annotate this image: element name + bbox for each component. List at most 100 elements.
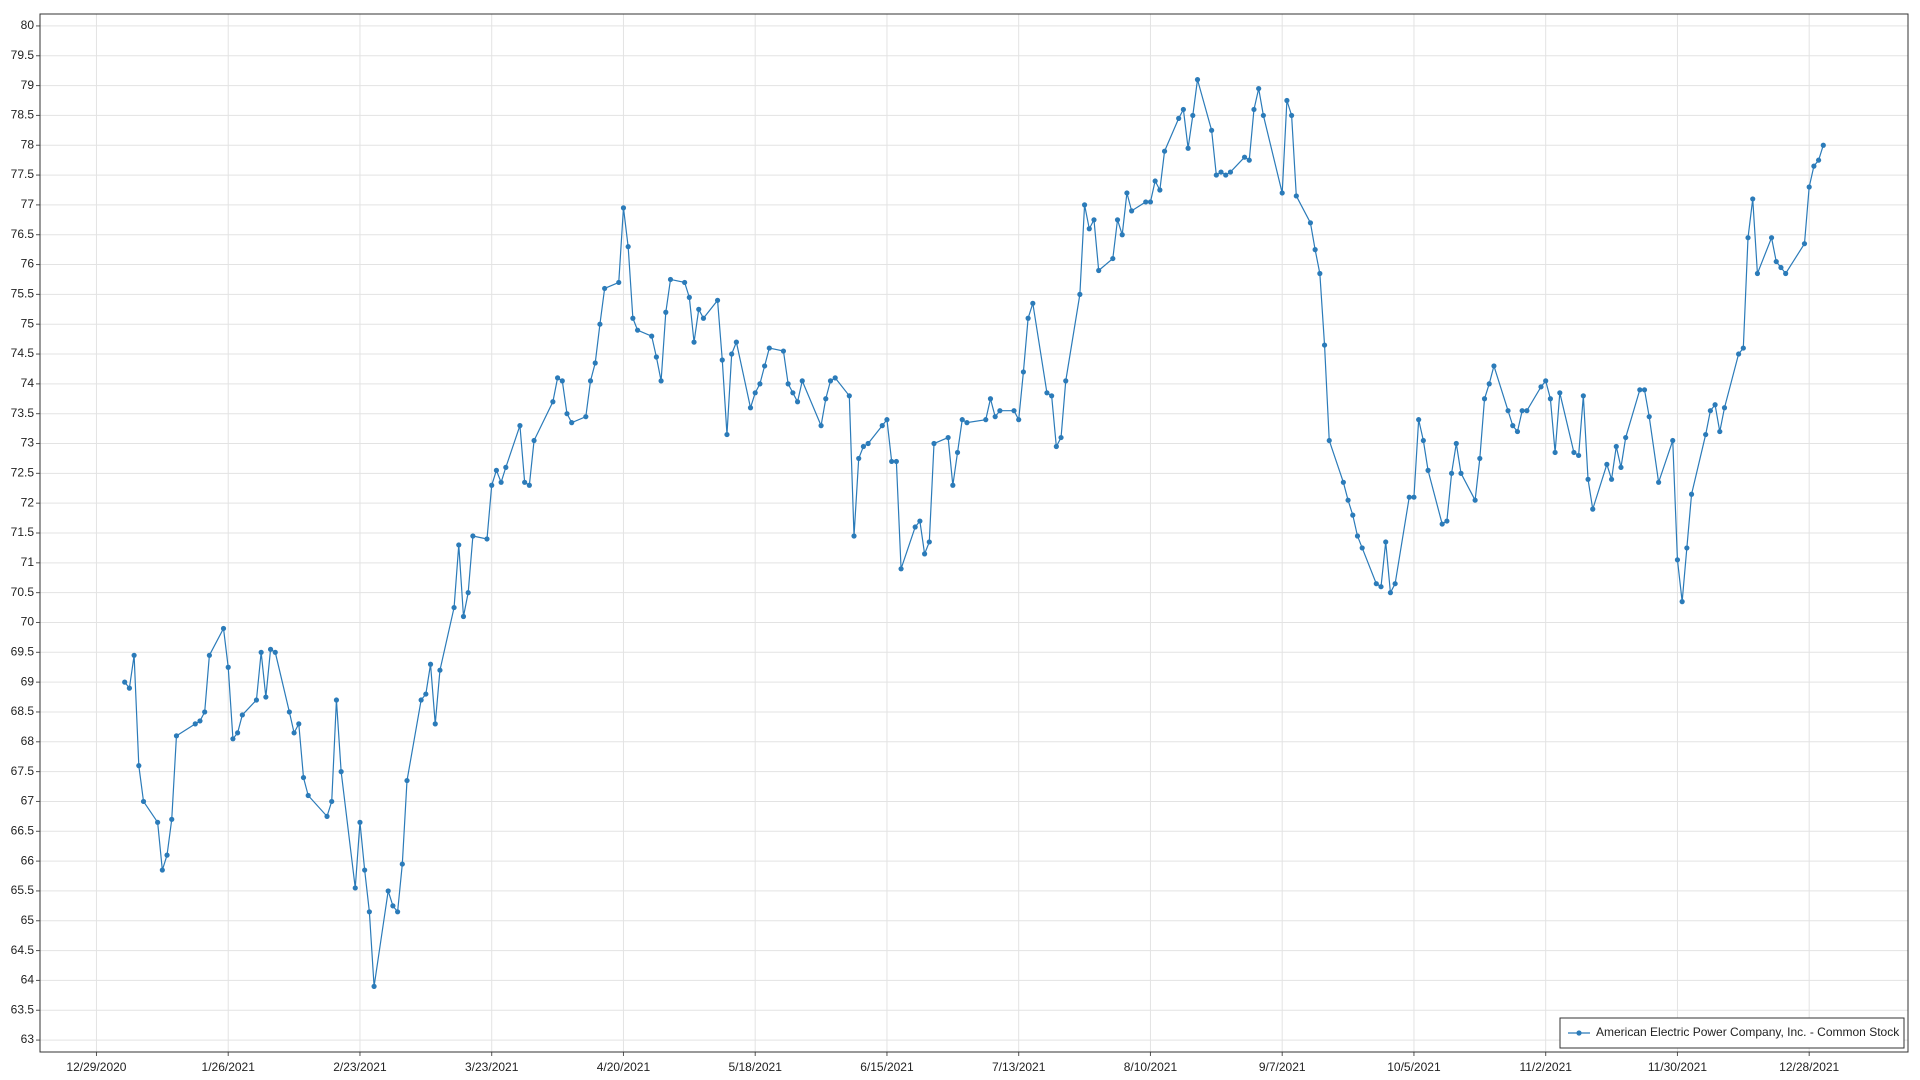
x-tick-label: 12/29/2020 (66, 1060, 126, 1074)
y-tick-label: 69 (21, 674, 35, 688)
data-point (1801, 241, 1808, 247)
data-point (634, 327, 641, 333)
grid (36, 14, 1908, 1056)
data-point (663, 309, 669, 315)
data-point (992, 414, 998, 420)
data-point (1020, 369, 1027, 375)
data-point (616, 279, 622, 286)
y-tick-label: 75 (21, 316, 35, 330)
data-point (766, 345, 772, 351)
data-point (752, 390, 758, 396)
data-point (1246, 157, 1252, 163)
data-point (1448, 470, 1455, 476)
data-point (432, 721, 438, 727)
data-point (926, 539, 932, 545)
data-point (258, 649, 264, 655)
data-point (959, 417, 965, 423)
data-point (1811, 163, 1817, 169)
data-point (465, 590, 471, 596)
y-tick-label: 65.5 (11, 883, 35, 897)
data-point (1580, 393, 1586, 399)
data-point (1157, 187, 1163, 193)
y-tick-label: 72.5 (11, 466, 35, 480)
data-point (1416, 417, 1422, 423)
data-point (286, 709, 292, 715)
data-point (1439, 521, 1445, 527)
data-point (192, 721, 198, 727)
y-tick-label: 76 (21, 257, 35, 271)
x-tick-label: 1/26/2021 (202, 1060, 256, 1074)
y-tick-label: 63.5 (11, 1002, 35, 1016)
y-tick-label: 77 (21, 197, 35, 211)
data-point (1176, 115, 1182, 121)
data-point (1030, 300, 1036, 306)
data-point (239, 712, 245, 718)
data-point (625, 244, 631, 250)
data-point (1820, 142, 1826, 148)
data-point (164, 852, 170, 858)
data-point (1590, 506, 1596, 512)
data-point (1453, 440, 1459, 447)
data-point (1472, 497, 1478, 503)
data-point (173, 733, 180, 739)
x-tick-label: 8/10/2021 (1124, 1060, 1178, 1074)
data-point (879, 423, 885, 429)
data-point (898, 566, 904, 572)
y-tick-label: 79.5 (11, 48, 35, 62)
data-point (1378, 584, 1384, 590)
data-point (1077, 291, 1083, 297)
data-point (1783, 270, 1789, 277)
data-point (169, 816, 175, 822)
y-tick-label: 79 (21, 78, 35, 92)
data-point (1604, 461, 1610, 467)
data-point (1406, 494, 1412, 500)
data-point (1194, 77, 1201, 83)
data-point (1656, 479, 1662, 485)
data-point (954, 449, 961, 456)
data-point (1312, 247, 1318, 253)
plot (122, 77, 1826, 989)
data-point (1538, 384, 1544, 390)
data-point (395, 909, 401, 915)
data-point (1519, 408, 1525, 414)
legend-label: American Electric Power Company, Inc. - … (1596, 1025, 1900, 1039)
data-point (856, 455, 862, 462)
data-point (1284, 97, 1290, 104)
data-point (1637, 387, 1643, 393)
data-point (1373, 581, 1379, 587)
data-point (1646, 414, 1652, 420)
data-point (1129, 208, 1135, 214)
data-point (1768, 235, 1775, 241)
data-point (230, 736, 236, 742)
data-point (696, 306, 702, 312)
data-point (1486, 381, 1492, 387)
y-tick-label: 67.5 (11, 764, 35, 778)
data-point (1514, 428, 1521, 435)
data-point (1359, 545, 1365, 551)
data-point (1091, 217, 1097, 223)
data-point (1256, 85, 1262, 92)
data-point (1350, 512, 1356, 518)
data-point (865, 440, 871, 447)
data-point (1444, 518, 1450, 524)
data-point (1524, 408, 1530, 414)
data-point (1670, 437, 1676, 444)
data-point (931, 440, 937, 447)
y-tick-label: 69.5 (11, 644, 35, 658)
data-point (884, 417, 890, 423)
y-tick-label: 65 (21, 913, 35, 927)
data-point (1096, 267, 1102, 274)
data-point (1340, 479, 1346, 485)
data-point (818, 423, 824, 429)
data-point (1703, 431, 1709, 438)
data-point (790, 390, 796, 396)
data-point (1458, 470, 1464, 476)
data-point (780, 348, 787, 354)
data-point (1740, 345, 1746, 351)
x-tick-label: 9/7/2021 (1259, 1060, 1306, 1074)
data-point (1552, 449, 1558, 456)
data-point (517, 423, 523, 429)
data-point (794, 399, 801, 405)
data-point (1086, 226, 1092, 232)
